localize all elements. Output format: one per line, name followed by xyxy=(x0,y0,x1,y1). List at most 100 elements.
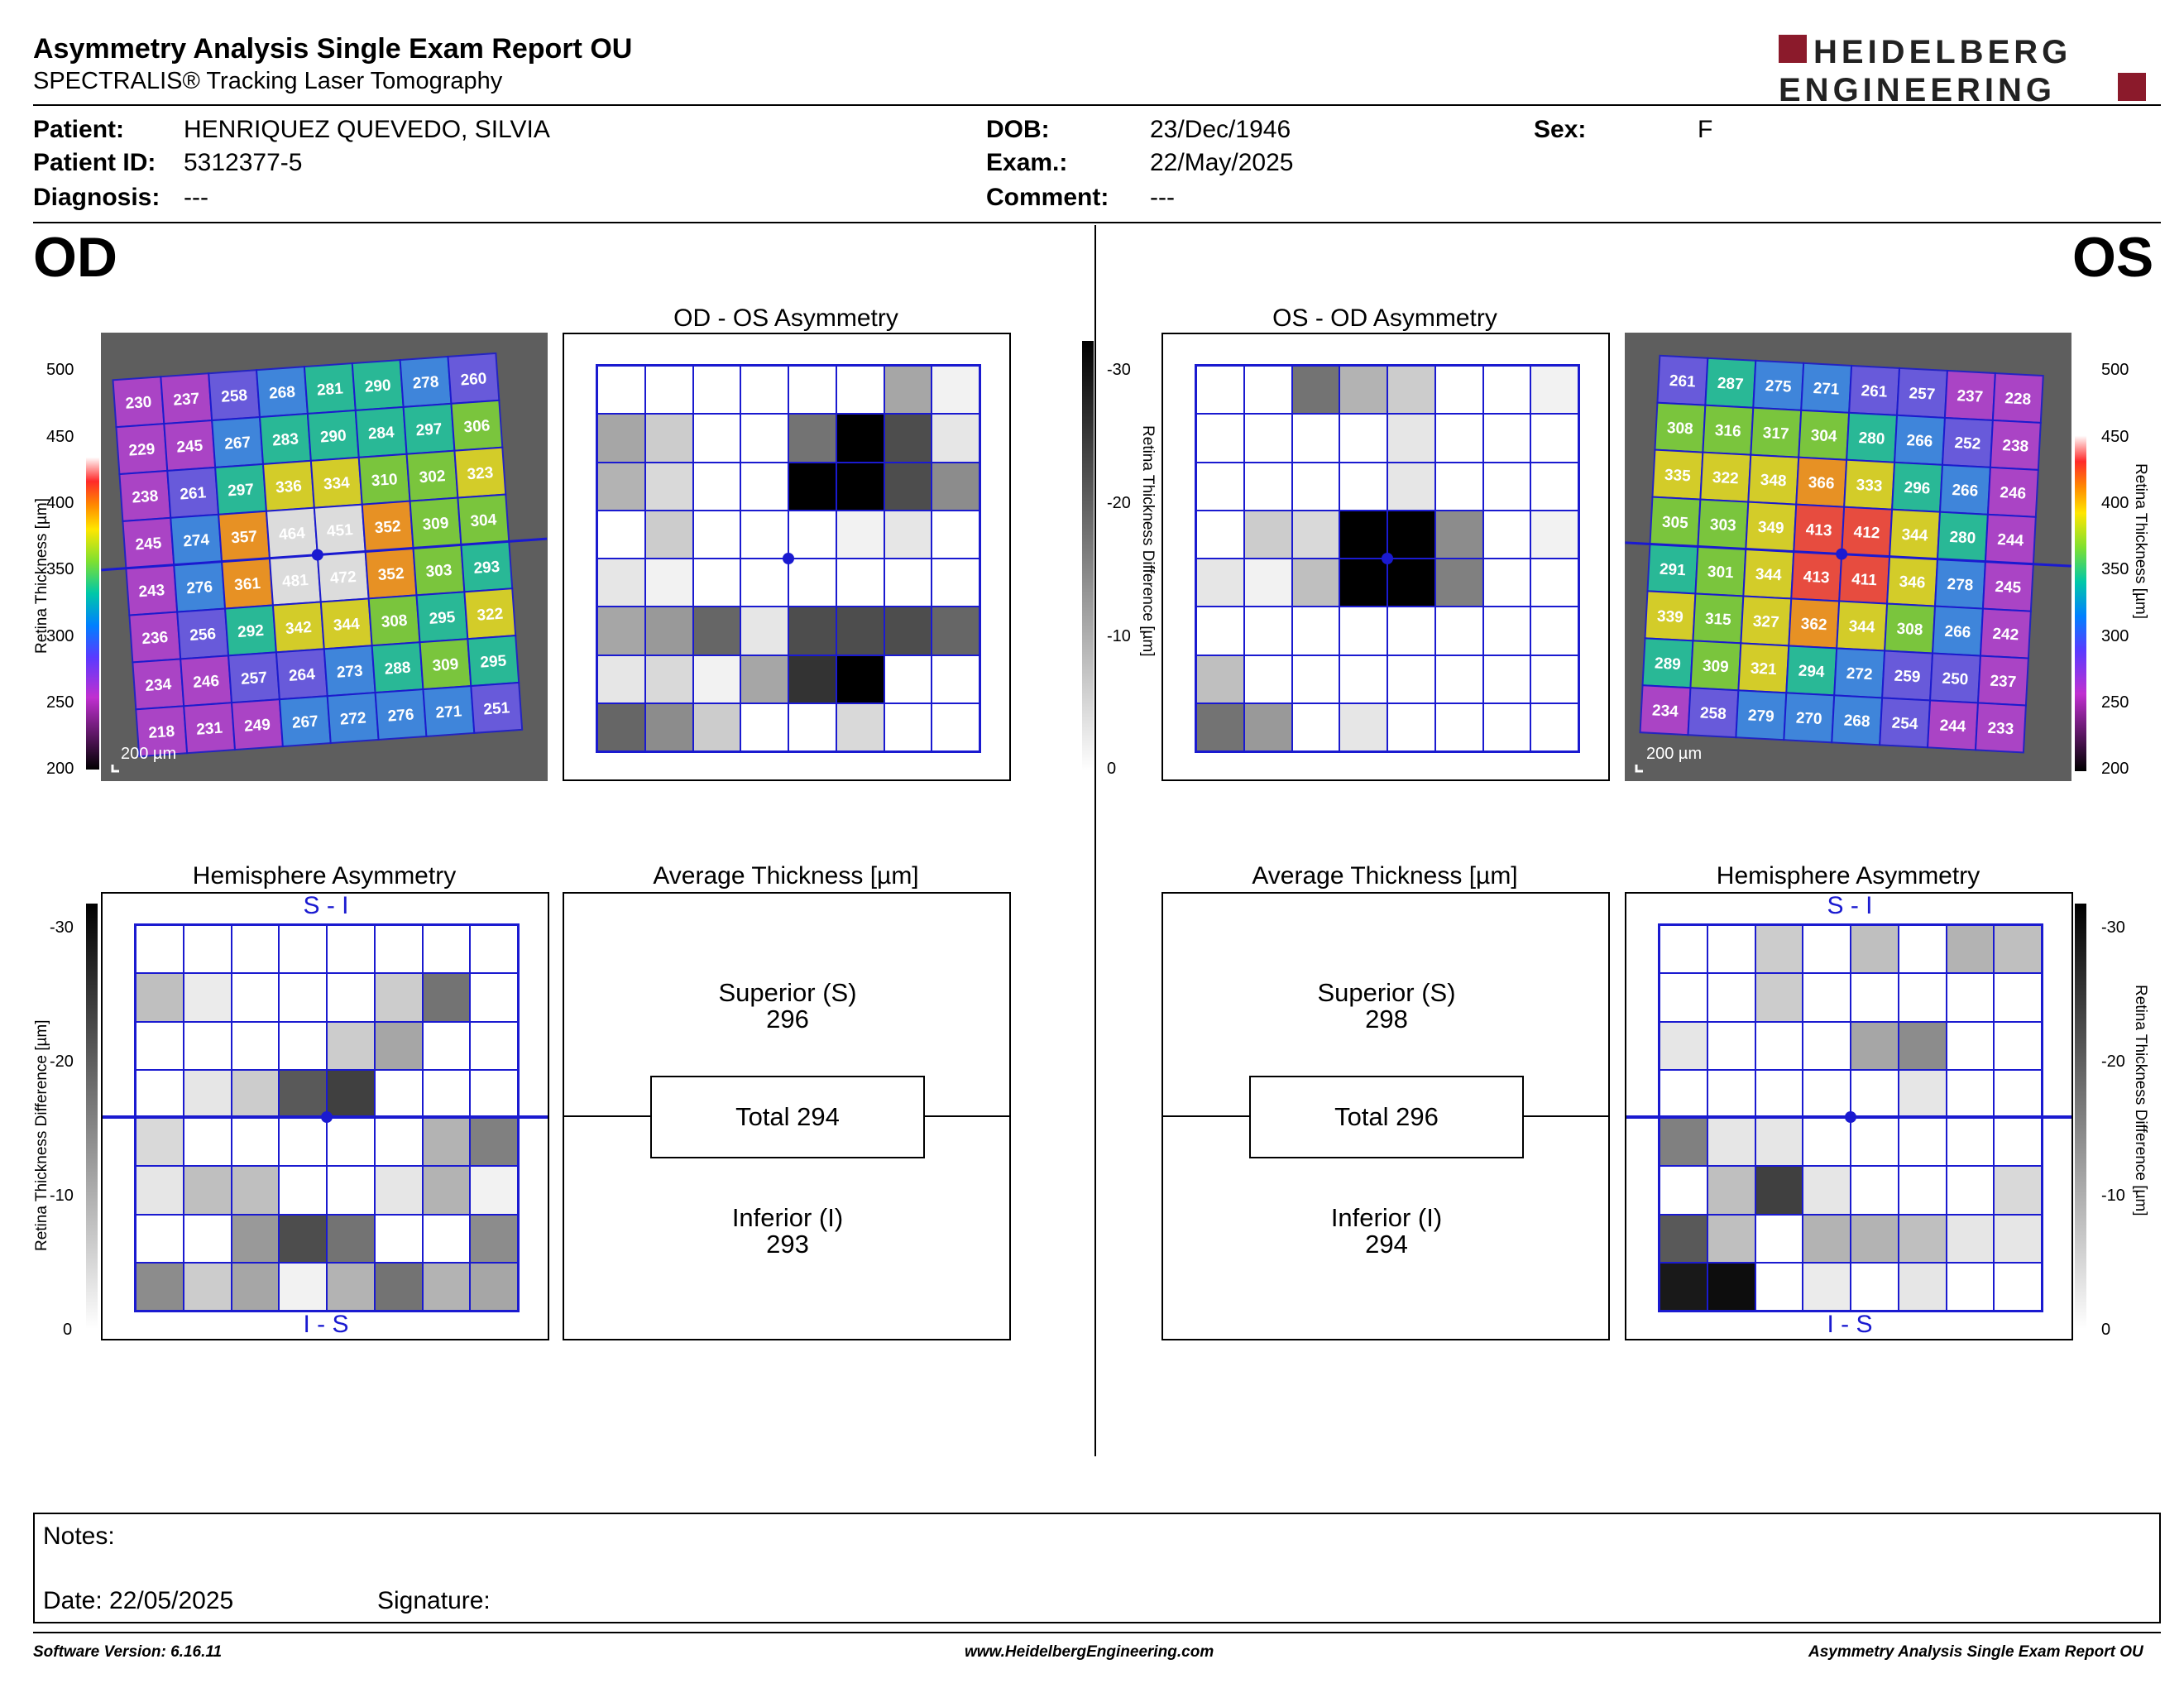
os-label: OS xyxy=(2072,226,2154,289)
signature-label: Signature: xyxy=(377,1587,491,1614)
grid-cell xyxy=(183,1118,232,1167)
grid-cell xyxy=(1387,414,1435,463)
thickness-value: 242 xyxy=(1992,626,2019,645)
grid-cell xyxy=(1898,1214,1947,1263)
grid-cell xyxy=(1851,1214,1899,1263)
grid-cell xyxy=(422,973,471,1022)
grid-cell xyxy=(422,1021,471,1070)
grid-cell xyxy=(1707,1069,1755,1118)
thickness-value: 270 xyxy=(1795,709,1822,728)
grid-cell xyxy=(1243,510,1292,559)
grid-cell xyxy=(1243,559,1292,607)
grid-cell xyxy=(470,1069,518,1118)
od-inferior-label: Inferior (I) xyxy=(731,1203,844,1232)
os-hemi-grid xyxy=(1658,923,2043,1312)
grid-cell xyxy=(692,703,741,751)
grid-cell xyxy=(1434,703,1483,751)
website-link[interactable]: www.HeidelbergEngineering.com xyxy=(965,1643,1214,1661)
os-hemi-dot xyxy=(1845,1111,1856,1123)
thickness-value: 317 xyxy=(1762,424,1789,444)
thickness-value: 237 xyxy=(173,391,200,410)
grid-cell xyxy=(1434,414,1483,463)
grid-cell xyxy=(422,925,471,974)
thickness-value: 362 xyxy=(1800,616,1827,635)
grid-cell xyxy=(1482,414,1531,463)
tick: 450 xyxy=(46,428,74,446)
grid-cell xyxy=(1196,703,1244,751)
grid-cell xyxy=(1387,510,1435,559)
thickness-value: 294 xyxy=(1798,663,1825,682)
thickness-value: 230 xyxy=(125,394,152,413)
comment-label: Comment: xyxy=(986,184,1109,211)
grid-cell xyxy=(884,366,932,415)
tick: 450 xyxy=(2101,428,2129,446)
tick: -30 xyxy=(50,918,74,937)
grid-cell xyxy=(1434,366,1483,415)
thickness-axis-label: Retina Thickness [µm] xyxy=(33,498,50,654)
patient-label: Patient: xyxy=(33,116,125,143)
fundus-horizontal-line xyxy=(1625,541,2071,568)
os-superior-label: Superior (S) xyxy=(1317,978,1456,1007)
grid-cell xyxy=(374,1069,423,1118)
diff-colorbar xyxy=(1082,341,1094,771)
grid-cell xyxy=(597,414,645,463)
grid-cell xyxy=(1196,655,1244,703)
thickness-value: 297 xyxy=(228,481,255,500)
notes-box[interactable]: Notes: Date: 22/05/2025 Signature: xyxy=(33,1513,2161,1623)
grid-cell xyxy=(1946,1118,1995,1167)
grid-cell xyxy=(884,414,932,463)
thickness-value: 228 xyxy=(2004,390,2032,409)
diagnosis-label: Diagnosis: xyxy=(33,184,160,211)
grid-cell xyxy=(884,655,932,703)
thickness-value: 304 xyxy=(1810,427,1837,446)
thickness-value: 246 xyxy=(193,673,220,692)
thickness-value: 295 xyxy=(429,609,457,628)
grid-cell xyxy=(1434,559,1483,607)
thickness-cell xyxy=(1974,702,2027,754)
thickness-value: 261 xyxy=(180,484,208,503)
software-version: Software Version: 6.16.11 xyxy=(33,1643,223,1661)
grid-cell xyxy=(327,1214,375,1263)
logo-text-2: ENGINEERING xyxy=(1779,72,2056,106)
thickness-value: 272 xyxy=(339,709,366,728)
grid-cell xyxy=(136,925,184,974)
grid-cell xyxy=(1530,510,1578,559)
grid-cell xyxy=(1387,462,1435,511)
grid-cell xyxy=(932,510,979,559)
od-label: OD xyxy=(33,226,117,289)
grid-cell xyxy=(597,462,645,511)
od-asym-grid xyxy=(596,364,981,753)
thickness-value: 297 xyxy=(415,420,443,439)
exam-label: Exam.: xyxy=(986,149,1068,176)
grid-cell xyxy=(1530,607,1578,655)
thickness-value: 284 xyxy=(367,424,395,443)
grid-cell xyxy=(1946,925,1995,974)
thickness-value: 290 xyxy=(364,376,391,396)
grid-cell xyxy=(422,1262,471,1311)
thickness-value: 464 xyxy=(278,525,306,544)
os-inferior-label: Inferior (I) xyxy=(1330,1203,1443,1232)
tick: 400 xyxy=(46,494,74,512)
grid-cell xyxy=(183,1262,232,1311)
thickness-value: 257 xyxy=(241,669,268,688)
grid-cell xyxy=(1898,1118,1947,1167)
dob: 23/Dec/1946 xyxy=(1150,116,1291,143)
grid-cell xyxy=(740,462,788,511)
grid-cell xyxy=(1196,366,1244,415)
header-divider xyxy=(33,104,2161,106)
grid-cell xyxy=(1196,510,1244,559)
grid-cell xyxy=(1660,1069,1707,1118)
grid-cell xyxy=(1803,1069,1851,1118)
hemi-axis-label: Retina Thickness Difference [µm] xyxy=(33,1019,50,1251)
grid-cell xyxy=(932,703,979,751)
dob-label: DOB: xyxy=(986,116,1050,143)
od-inferior-value: 293 xyxy=(766,1230,809,1259)
grid-cell xyxy=(183,1214,232,1263)
tick: -10 xyxy=(50,1187,74,1205)
thickness-value: 411 xyxy=(1851,571,1878,590)
grid-cell xyxy=(644,607,693,655)
thickness-value: 280 xyxy=(1858,429,1885,448)
grid-cell xyxy=(644,703,693,751)
grid-cell xyxy=(1291,462,1340,511)
thickness-value: 344 xyxy=(1848,618,1875,637)
